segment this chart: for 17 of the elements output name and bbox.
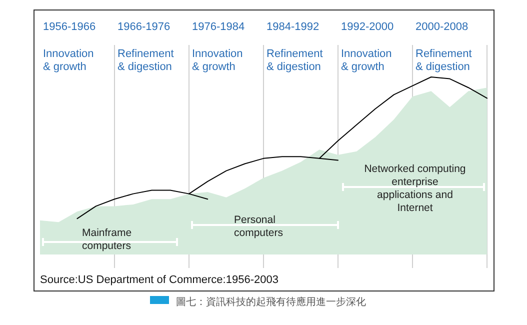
text: 2000-2008 [416,21,468,33]
text: 1992-2000 [341,21,394,33]
text: Innovation & growth [192,48,243,73]
text: Innovation & growth [43,48,94,73]
text: Innovation & growth [341,48,392,73]
text: 1984-1992 [266,21,320,33]
source-note: Source:US Department of Commerce:1956-2003 [40,274,278,286]
text: 圖七：資訊科技的起飛有待應用進一步深化 [176,296,366,308]
text: Refinement & digestion [416,48,472,73]
text: 1956-1966 [43,21,96,33]
text: Refinement & digestion [266,48,323,73]
text: 1976-1984 [192,21,245,33]
text: Refinement & digestion [118,48,174,73]
annotation: Networked computing enterprise applications and Internet [364,163,466,214]
annotation: Mainframe computers [82,227,132,252]
text: 1966-1976 [118,21,170,33]
annotation: Personal computers [234,214,284,239]
